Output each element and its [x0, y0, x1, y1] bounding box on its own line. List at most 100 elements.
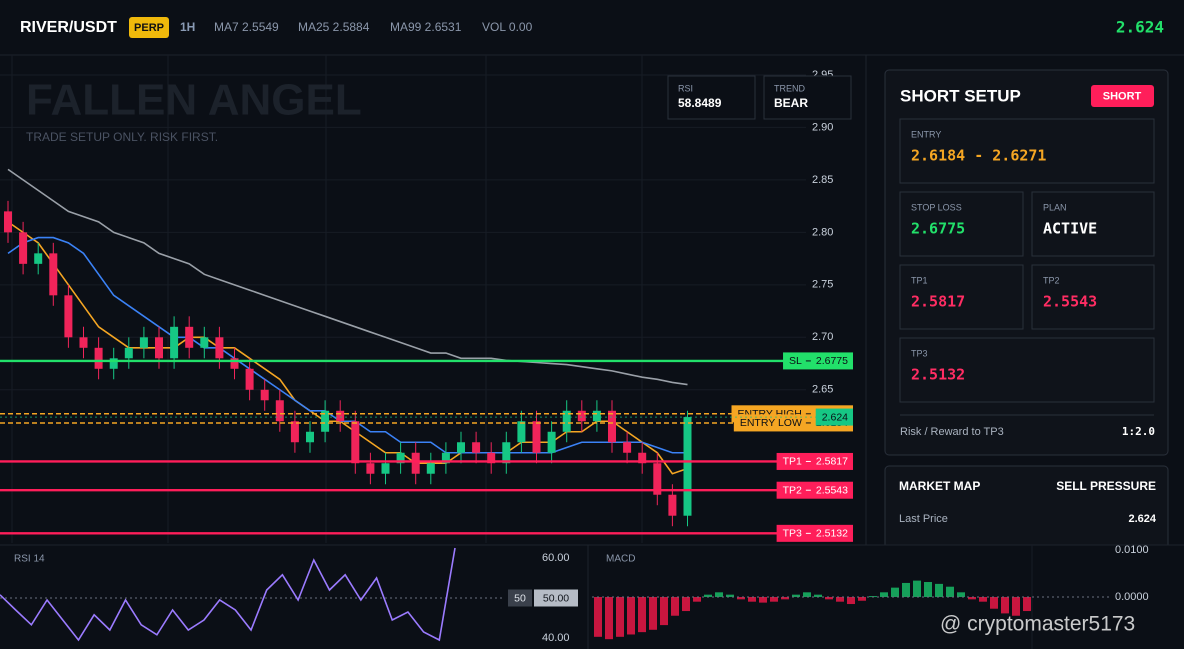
y-tick-label: 2.80: [812, 226, 833, 238]
macd-bar: [770, 597, 778, 602]
level-value: 2.5132: [816, 528, 848, 540]
plan-card: [1031, 191, 1155, 257]
macd-bar: [1001, 597, 1009, 614]
badge-bg: [129, 17, 169, 38]
y-tick-label: 60.00: [542, 552, 570, 564]
macd-bar: [616, 597, 624, 637]
candle-body: [683, 417, 692, 516]
macd-title: MACD: [606, 554, 635, 565]
macd-bar: [946, 586, 954, 597]
level-name: TP2: [783, 484, 802, 496]
candle-body: [200, 337, 209, 348]
market-pressure: SELL PRESSURE: [1056, 479, 1156, 493]
candle-body: [457, 442, 465, 453]
macd-bar: [737, 597, 745, 600]
reference-badge-bg: [508, 589, 532, 607]
candle-body: [4, 211, 12, 233]
candle-body: [155, 337, 163, 359]
price-chart: 2.952.902.852.802.752.702.652.6775SL2.62…: [0, 69, 853, 542]
tp1-value: 2.5817: [911, 293, 965, 311]
candle-body: [426, 463, 435, 474]
candle-body: [472, 442, 481, 453]
candle-body: [487, 452, 496, 464]
candle-body: [441, 452, 450, 464]
moving-average: [7, 168, 688, 386]
y-tick-label: 2.90: [812, 121, 833, 133]
macd-bar: [704, 594, 712, 597]
badge: PERP: [134, 22, 164, 34]
stop-value: 2.6775: [911, 220, 965, 238]
candle-body: [215, 337, 224, 359]
candle-body: [592, 410, 601, 422]
candle-body: [351, 421, 360, 464]
level-label-bg: [783, 352, 853, 370]
candle-body: [653, 463, 662, 495]
level-name: ENTRY LOW: [740, 417, 802, 429]
macd-bar: [968, 597, 976, 600]
level-label-bg: [776, 524, 853, 542]
macd-bar: [594, 597, 602, 637]
last-price-value: 2.624: [1128, 513, 1156, 525]
macd-bar: [814, 594, 822, 597]
level-label-bg: [776, 481, 853, 499]
interval[interactable]: 1H: [180, 20, 195, 34]
candle-body: [577, 410, 586, 422]
macd-bar: [605, 597, 613, 640]
moving-average: [7, 236, 688, 454]
candle-body: [34, 253, 43, 264]
candle-body: [502, 442, 511, 464]
moving-average: [7, 221, 688, 475]
side-badge-bg: [1091, 85, 1154, 107]
candle-body: [290, 421, 299, 443]
level-value: 2.624: [822, 411, 848, 423]
level-name: TP3: [783, 528, 802, 540]
macd-bar: [803, 592, 811, 597]
macd-bar: [671, 597, 679, 616]
macd-bar: [836, 597, 844, 602]
macd-bar: [781, 597, 789, 600]
watermark-title: FALLEN ANGEL: [26, 76, 362, 125]
level-value: 2.5817: [816, 456, 848, 468]
entry-label: ENTRY: [911, 129, 941, 139]
macd-bar: [693, 597, 701, 602]
tp2-label: TP2: [1043, 275, 1060, 285]
risk-value: 1:2.0: [1122, 425, 1155, 438]
watermark-subtitle: TRADE SETUP ONLY. RISK FIRST.: [26, 130, 218, 144]
stop-label: STOP LOSS: [911, 202, 962, 212]
macd-bar: [902, 582, 910, 597]
candle-body: [64, 295, 73, 338]
macd-bar: [979, 597, 987, 602]
macd-bar: [649, 597, 657, 630]
rsi-title: RSI 14: [14, 554, 45, 565]
candle-body: [547, 431, 556, 453]
macd-bar: [858, 597, 866, 601]
last-price-label: Last Price: [899, 513, 948, 525]
macd-bar: [726, 594, 734, 597]
level-name: TP1: [783, 456, 802, 468]
candle-body: [230, 358, 239, 369]
side-badge: SHORT: [1103, 90, 1142, 102]
rsi-box: [667, 75, 756, 120]
candle-body: [94, 347, 103, 369]
trend-label: TREND: [774, 83, 805, 93]
y-tick-label: 2.85: [812, 174, 833, 186]
level-value: 2.5543: [816, 484, 848, 496]
y-tick-label: 2.75: [812, 279, 833, 291]
plan-value: ACTIVE: [1043, 220, 1097, 238]
macd-bar: [924, 582, 932, 597]
macd-bar: [759, 597, 767, 603]
candle-body: [517, 421, 526, 443]
candle-body: [396, 452, 405, 464]
macd-bar: [957, 592, 965, 597]
y-tick-label: 2.65: [812, 384, 833, 396]
macd-bar: [1012, 597, 1020, 616]
candle-body: [245, 368, 254, 390]
entry-card: [899, 118, 1155, 184]
footer-watermark: @ cryptomaster5173: [940, 613, 1135, 636]
y-tick-label: 2.70: [812, 331, 833, 343]
macd-bar: [880, 592, 888, 597]
pair: RIVER/USDT: [20, 19, 117, 36]
level-label-bg: [815, 408, 853, 426]
macd-bar: [891, 587, 899, 597]
candle-body: [19, 232, 28, 264]
